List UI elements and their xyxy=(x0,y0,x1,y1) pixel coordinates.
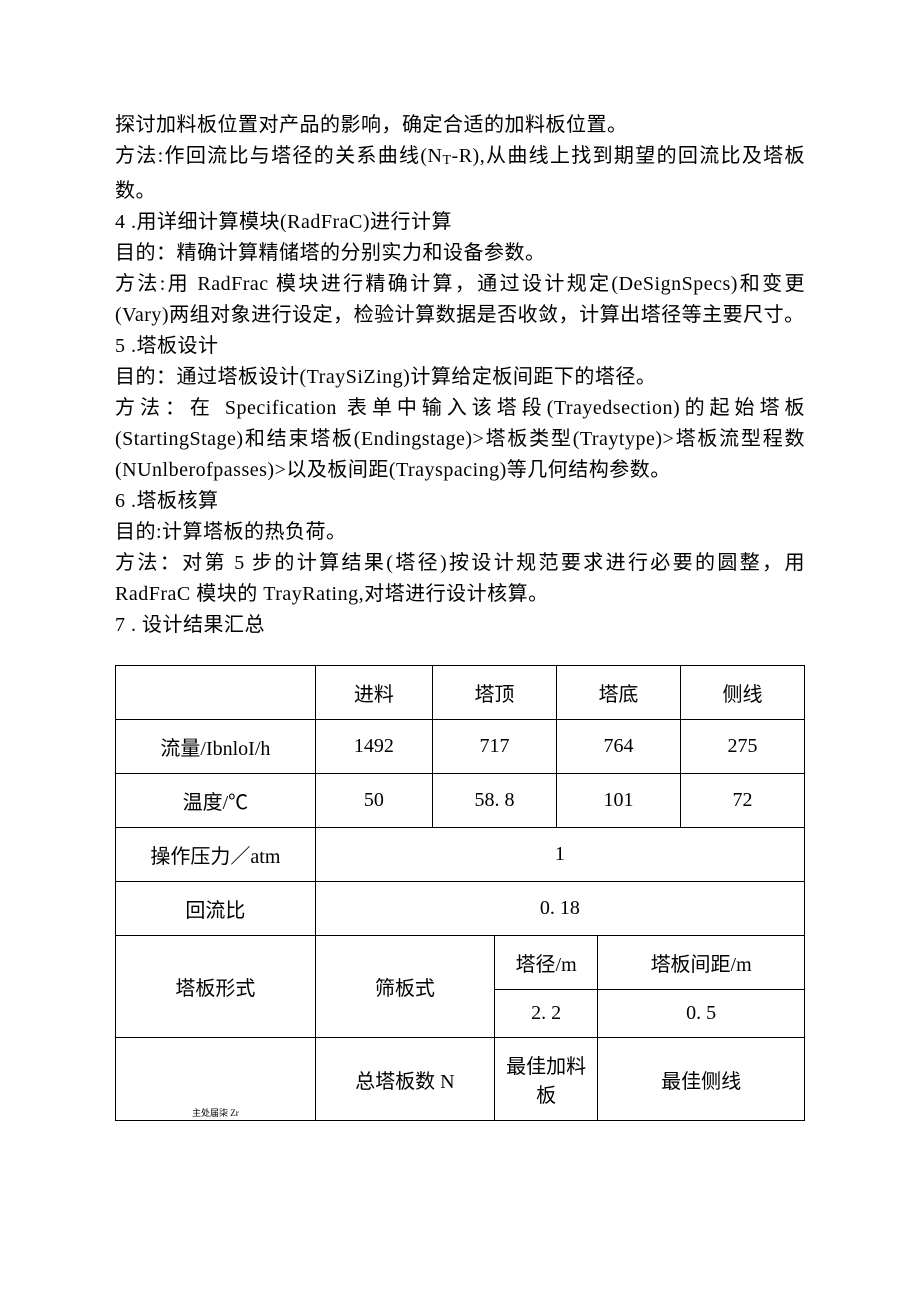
paragraph: 4 .用详细计算模块(RadFraC)进行计算 xyxy=(115,207,805,238)
paragraph: 目的：通过塔板设计(TraySiZing)计算给定板间距下的塔径。 xyxy=(115,362,805,393)
table-cell: 58. 8 xyxy=(432,774,556,828)
table-cell: 50 xyxy=(315,774,432,828)
table-cell: 筛板式 xyxy=(315,936,494,1038)
table-cell: 1492 xyxy=(315,720,432,774)
table-cell: 流量/IbnloI/h xyxy=(116,720,316,774)
table-cell: 进料 xyxy=(315,666,432,720)
paragraph: 方法：对第 5 步的计算结果(塔径)按设计规范要求进行必要的圆整，用RadFra… xyxy=(115,548,805,610)
table-cell: 塔径/m xyxy=(494,936,597,990)
paragraph: 6 .塔板核算 xyxy=(115,486,805,517)
table-cell: 塔顶 xyxy=(432,666,556,720)
table-cell: 塔板形式 xyxy=(116,936,316,1038)
table-cell: 0. 18 xyxy=(315,882,804,936)
subscript: T xyxy=(442,153,451,168)
table-cell: 0. 5 xyxy=(598,990,805,1038)
paragraph: 方法:作回流比与塔径的关系曲线(NT-R),从曲线上找到期望的回流比及塔板数。 xyxy=(115,141,805,207)
table-cell: 275 xyxy=(680,720,804,774)
table-cell: 操作压力／atm xyxy=(116,828,316,882)
table-cell: 1 xyxy=(315,828,804,882)
paragraph: 目的:计算塔板的热负荷。 xyxy=(115,517,805,548)
table-row: 回流比 0. 18 xyxy=(116,882,805,936)
paragraph: 5 .塔板设计 xyxy=(115,331,805,362)
table-cell: 2. 2 xyxy=(494,990,597,1038)
document-page: 探讨加料板位置对产品的影响，确定合适的加料板位置。 方法:作回流比与塔径的关系曲… xyxy=(0,0,920,1181)
table-cell: 最佳加料板 xyxy=(494,1038,597,1121)
text-fragment: 方法:作回流比与塔径的关系曲线(N xyxy=(115,145,442,167)
table-cell: 塔板间距/m xyxy=(598,936,805,990)
table-cell: 101 xyxy=(556,774,680,828)
paragraph: 探讨加料板位置对产品的影响，确定合适的加料板位置。 xyxy=(115,110,805,141)
paragraph: 7 . 设计结果汇总 xyxy=(115,610,805,641)
paragraph: 方法：在 Specification 表单中输入该塔段(Trayedsectio… xyxy=(115,393,805,486)
table-row: 主处届柒 Zr 总塔板数 N 最佳加料板 最佳侧线 xyxy=(116,1038,805,1121)
table-cell: 最佳侧线 xyxy=(598,1038,805,1121)
table-cell: 塔底 xyxy=(556,666,680,720)
table-row: 塔板形式 筛板式 塔径/m 塔板间距/m xyxy=(116,936,805,990)
table-row: 进料 塔顶 塔底 侧线 xyxy=(116,666,805,720)
table-cell: 温度/℃ xyxy=(116,774,316,828)
table-cell xyxy=(116,666,316,720)
results-table: 进料 塔顶 塔底 侧线 流量/IbnloI/h 1492 717 764 275… xyxy=(115,665,805,1121)
paragraph: 目的：精确计算精储塔的分别实力和设备参数。 xyxy=(115,238,805,269)
table-cell: 侧线 xyxy=(680,666,804,720)
table-cell: 717 xyxy=(432,720,556,774)
table-row: 温度/℃ 50 58. 8 101 72 xyxy=(116,774,805,828)
table-row: 流量/IbnloI/h 1492 717 764 275 xyxy=(116,720,805,774)
paragraph: 方法:用 RadFrac 模块进行精确计算，通过设计规定(DeSignSpecs… xyxy=(115,269,805,331)
table-cell: 764 xyxy=(556,720,680,774)
table-row: 操作压力／atm 1 xyxy=(116,828,805,882)
table-cell: 72 xyxy=(680,774,804,828)
table-cell-footnote: 主处届柒 Zr xyxy=(116,1038,316,1121)
table-cell: 总塔板数 N xyxy=(315,1038,494,1121)
table-cell: 回流比 xyxy=(116,882,316,936)
